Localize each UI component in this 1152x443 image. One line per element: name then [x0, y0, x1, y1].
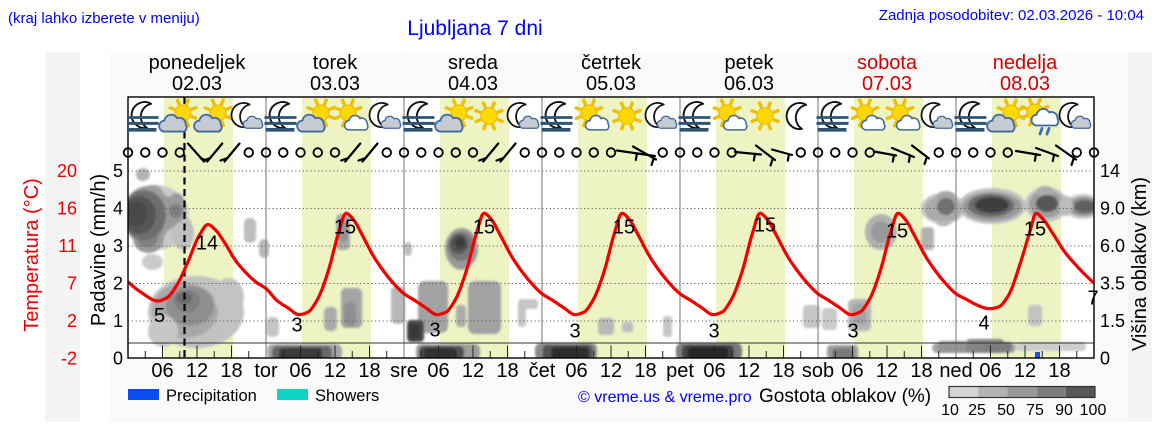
svg-text:07.03: 07.03 — [862, 73, 912, 95]
svg-text:sob: sob — [802, 360, 834, 382]
svg-text:10: 10 — [941, 402, 959, 419]
svg-text:0: 0 — [113, 349, 123, 369]
svg-text:12: 12 — [1014, 360, 1036, 382]
svg-text:sreda: sreda — [448, 52, 499, 74]
svg-text:Showers: Showers — [315, 387, 379, 405]
svg-text:ned: ned — [939, 360, 972, 382]
svg-text:6.0: 6.0 — [1100, 236, 1125, 256]
svg-text:06: 06 — [289, 360, 311, 382]
svg-text:0: 0 — [1100, 349, 1110, 369]
svg-text:7: 7 — [67, 274, 77, 294]
svg-text:pet: pet — [666, 360, 694, 382]
svg-text:Zadnja posodobitev: 02.03.2026: Zadnja posodobitev: 02.03.2026 - 10:04 — [879, 7, 1144, 24]
svg-text:3: 3 — [429, 320, 440, 342]
svg-text:3.5: 3.5 — [1100, 274, 1125, 294]
svg-text:7: 7 — [1087, 288, 1098, 310]
svg-text:12: 12 — [600, 360, 622, 382]
svg-text:2: 2 — [113, 274, 123, 294]
svg-text:75: 75 — [1026, 402, 1044, 419]
svg-text:sre: sre — [390, 360, 418, 382]
svg-text:četrtek: četrtek — [581, 52, 642, 74]
svg-text:12: 12 — [324, 360, 346, 382]
svg-text:5: 5 — [113, 161, 123, 181]
svg-text:3: 3 — [708, 321, 719, 343]
svg-text:06: 06 — [151, 360, 173, 382]
svg-text:3: 3 — [291, 315, 302, 337]
svg-text:04.03: 04.03 — [448, 73, 498, 95]
svg-text:3: 3 — [113, 236, 123, 256]
svg-text:06.03: 06.03 — [724, 73, 774, 95]
svg-text:Gostota oblakov (%): Gostota oblakov (%) — [759, 386, 931, 407]
svg-text:15: 15 — [1024, 219, 1046, 241]
svg-text:06: 06 — [841, 360, 863, 382]
svg-text:05.03: 05.03 — [586, 73, 636, 95]
svg-text:100: 100 — [1080, 402, 1107, 419]
svg-text:06: 06 — [979, 360, 1001, 382]
svg-text:petek: petek — [725, 52, 775, 74]
svg-text:18: 18 — [496, 360, 518, 382]
svg-text:torek: torek — [313, 52, 358, 74]
svg-text:2: 2 — [67, 311, 77, 331]
svg-text:Padavine (mm/h): Padavine (mm/h) — [88, 174, 110, 326]
svg-text:14: 14 — [1100, 161, 1120, 181]
svg-text:12: 12 — [462, 360, 484, 382]
svg-text:15: 15 — [754, 215, 776, 237]
svg-text:Temperatura (°C): Temperatura (°C) — [21, 178, 43, 332]
svg-text:sobota: sobota — [857, 52, 918, 74]
svg-text:nedelja: nedelja — [993, 52, 1058, 74]
svg-text:1.5: 1.5 — [1100, 311, 1125, 331]
svg-text:08.03: 08.03 — [1000, 73, 1050, 95]
svg-text:© vreme.us & vreme.pro: © vreme.us & vreme.pro — [578, 389, 752, 406]
svg-text:Precipitation: Precipitation — [166, 387, 257, 405]
svg-text:1: 1 — [113, 311, 123, 331]
svg-text:Višina oblakov (km): Višina oblakov (km) — [1129, 177, 1151, 351]
svg-text:3: 3 — [847, 321, 858, 343]
svg-text:čet: čet — [529, 360, 556, 382]
svg-text:14: 14 — [196, 233, 218, 255]
svg-text:90: 90 — [1055, 402, 1073, 419]
svg-text:4: 4 — [978, 313, 989, 335]
svg-text:3: 3 — [569, 321, 580, 343]
svg-text:4: 4 — [113, 199, 123, 219]
svg-text:25: 25 — [968, 402, 986, 419]
svg-text:12: 12 — [186, 360, 208, 382]
svg-text:16: 16 — [57, 199, 77, 219]
svg-text:50: 50 — [997, 402, 1015, 419]
svg-text:03.03: 03.03 — [310, 73, 360, 95]
svg-text:15: 15 — [334, 217, 356, 239]
svg-text:06: 06 — [427, 360, 449, 382]
svg-text:Ljubljana 7 dni: Ljubljana 7 dni — [407, 17, 542, 40]
svg-text:12: 12 — [738, 360, 760, 382]
svg-text:-2: -2 — [61, 349, 77, 369]
svg-text:ponedeljek: ponedeljek — [149, 52, 247, 74]
svg-text:12: 12 — [876, 360, 898, 382]
svg-text:(kraj lahko izberete v meniju): (kraj lahko izberete v meniju) — [8, 10, 200, 27]
svg-text:18: 18 — [220, 360, 242, 382]
svg-text:15: 15 — [473, 217, 495, 239]
svg-text:tor: tor — [254, 360, 278, 382]
svg-text:5: 5 — [154, 305, 165, 327]
svg-text:15: 15 — [886, 221, 908, 243]
svg-text:18: 18 — [358, 360, 380, 382]
svg-text:06: 06 — [565, 360, 587, 382]
svg-text:18: 18 — [634, 360, 656, 382]
svg-text:11: 11 — [58, 236, 77, 256]
svg-text:15: 15 — [613, 217, 635, 239]
svg-text:02.03: 02.03 — [172, 73, 222, 95]
svg-text:20: 20 — [57, 161, 77, 181]
svg-text:9.0: 9.0 — [1100, 199, 1125, 219]
svg-text:06: 06 — [703, 360, 725, 382]
svg-text:18: 18 — [910, 360, 932, 382]
svg-text:18: 18 — [772, 360, 794, 382]
svg-text:18: 18 — [1048, 360, 1070, 382]
